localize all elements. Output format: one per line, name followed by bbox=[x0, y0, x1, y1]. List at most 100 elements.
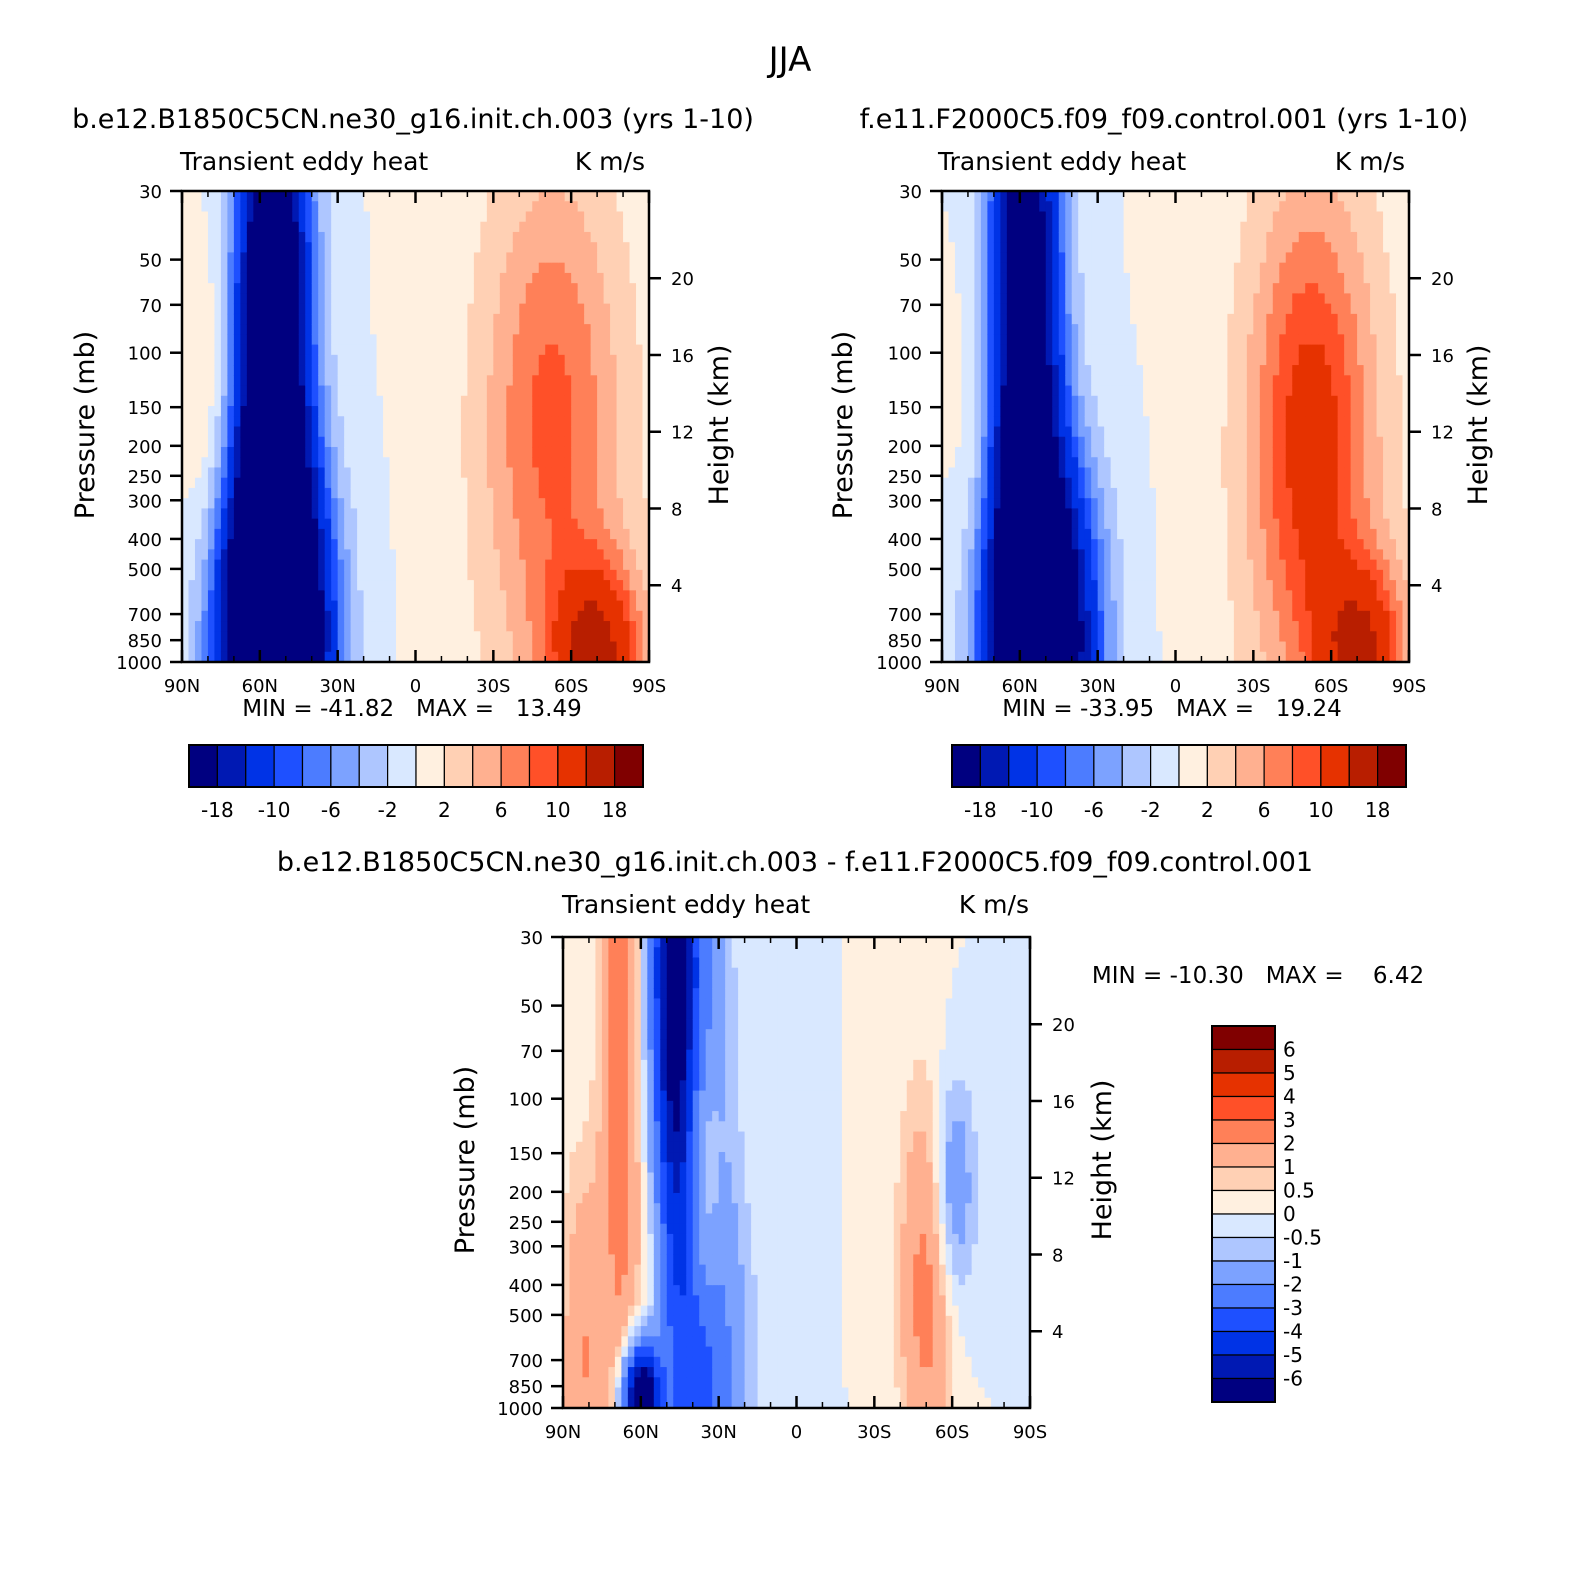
field-cell bbox=[1123, 262, 1131, 274]
field-cell bbox=[467, 313, 475, 325]
field-cell bbox=[337, 518, 345, 530]
field-cell bbox=[1058, 549, 1066, 561]
field-cell bbox=[447, 631, 456, 643]
field-cell bbox=[220, 375, 229, 387]
field-cell bbox=[473, 426, 481, 438]
field-cell bbox=[305, 283, 313, 294]
field-cell bbox=[292, 549, 300, 561]
field-cell bbox=[499, 580, 507, 591]
field-cell bbox=[512, 600, 520, 612]
field-cell bbox=[961, 436, 969, 448]
field-cell bbox=[1013, 303, 1021, 315]
field-cell bbox=[1104, 590, 1112, 602]
field-cell bbox=[525, 590, 533, 602]
field-cell bbox=[266, 293, 274, 305]
field-cell bbox=[220, 324, 229, 335]
field-cell bbox=[1052, 231, 1060, 243]
field-cell bbox=[623, 385, 631, 397]
field-cell bbox=[272, 201, 280, 213]
field-cell bbox=[253, 549, 261, 561]
field-cell bbox=[201, 446, 209, 458]
field-cell bbox=[519, 528, 527, 540]
field-cell bbox=[486, 416, 494, 428]
field-cell bbox=[512, 211, 520, 223]
field-cell bbox=[558, 406, 566, 417]
field-cell bbox=[506, 201, 514, 213]
field-cell bbox=[486, 518, 494, 530]
field-cell bbox=[331, 221, 339, 233]
field-cell bbox=[564, 528, 572, 540]
field-cell bbox=[480, 539, 488, 550]
field-cell bbox=[1091, 283, 1099, 294]
field-cell bbox=[376, 221, 384, 233]
field-cell bbox=[324, 487, 332, 499]
field-cell bbox=[551, 313, 559, 325]
field-cell bbox=[493, 580, 501, 591]
field-cell bbox=[214, 221, 222, 233]
field-cell bbox=[629, 539, 637, 550]
field-cell bbox=[292, 651, 300, 663]
field-cell bbox=[259, 191, 267, 202]
field-cell bbox=[480, 395, 488, 407]
field-cell bbox=[564, 457, 572, 469]
field-cell bbox=[182, 498, 190, 510]
field-cell bbox=[233, 313, 241, 325]
field-cell bbox=[532, 436, 540, 448]
field-cell bbox=[331, 498, 339, 510]
field-cell bbox=[980, 426, 989, 438]
field-cell bbox=[1013, 457, 1021, 469]
field-cell bbox=[337, 580, 345, 591]
field-cell bbox=[188, 446, 196, 458]
field-cell bbox=[441, 610, 449, 622]
field-cell bbox=[1136, 365, 1144, 376]
field-cell bbox=[402, 559, 410, 571]
field-cell bbox=[227, 621, 235, 632]
field-cell bbox=[571, 303, 579, 315]
field-cell bbox=[974, 385, 982, 397]
field-cell bbox=[1084, 528, 1092, 540]
field-cell bbox=[272, 231, 280, 243]
field-cell bbox=[311, 621, 319, 632]
field-cell bbox=[987, 426, 995, 438]
field-cell bbox=[551, 580, 559, 591]
field-cell bbox=[954, 467, 963, 479]
field-cell bbox=[603, 426, 611, 438]
field-cell bbox=[558, 283, 566, 294]
field-cell bbox=[402, 201, 410, 213]
field-cell bbox=[473, 477, 481, 489]
field-cell bbox=[214, 334, 222, 346]
field-cell bbox=[480, 580, 488, 591]
field-cell bbox=[207, 395, 216, 407]
field-cell bbox=[525, 293, 533, 305]
field-cell bbox=[532, 262, 540, 274]
field-cell bbox=[259, 631, 267, 643]
field-cell bbox=[1078, 334, 1086, 346]
field-cell bbox=[1019, 610, 1027, 622]
field-cell bbox=[1097, 375, 1105, 387]
field-cell bbox=[357, 365, 365, 376]
field-cell bbox=[980, 201, 989, 213]
field-cell bbox=[233, 293, 241, 305]
field-cell bbox=[1058, 580, 1066, 591]
field-cell bbox=[1026, 559, 1034, 571]
field-cell bbox=[344, 508, 352, 520]
field-cell bbox=[285, 539, 293, 550]
field-cell bbox=[642, 406, 650, 417]
field-cell bbox=[447, 303, 456, 315]
field-cell bbox=[942, 580, 950, 591]
field-cell bbox=[506, 631, 514, 643]
field-cell bbox=[525, 487, 533, 499]
field-cell bbox=[948, 406, 956, 417]
field-cell bbox=[1019, 416, 1027, 428]
field-cell bbox=[480, 354, 488, 366]
field-cell bbox=[1097, 416, 1105, 428]
field-cell bbox=[1078, 580, 1086, 591]
field-cell bbox=[564, 446, 572, 458]
field-cell bbox=[564, 344, 572, 356]
field-cell bbox=[558, 446, 566, 458]
field-cell bbox=[1039, 621, 1047, 632]
field-cell bbox=[233, 446, 241, 458]
field-cell bbox=[480, 569, 488, 581]
field-cell bbox=[942, 231, 950, 243]
field-cell bbox=[1084, 406, 1092, 417]
